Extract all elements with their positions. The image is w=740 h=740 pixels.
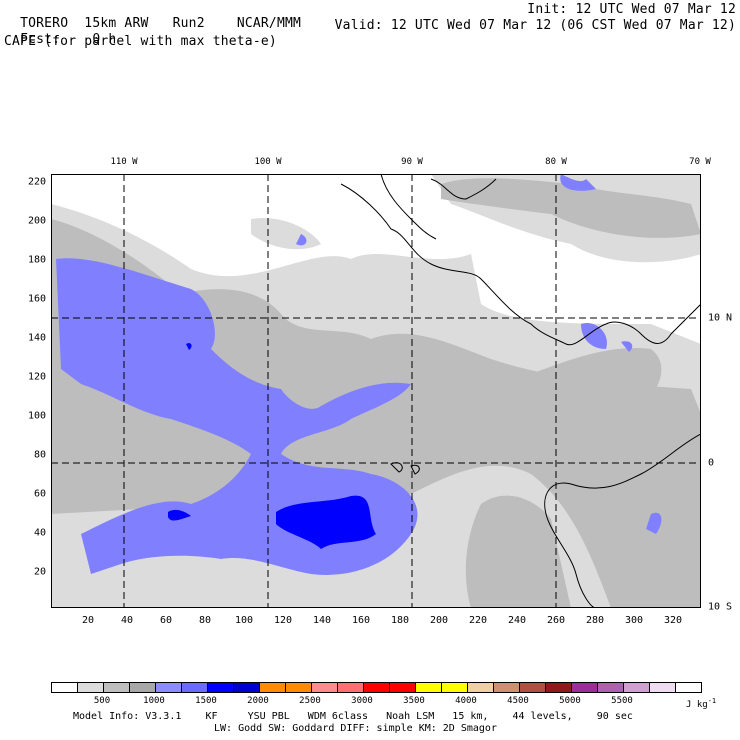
- colorbar-label-2500: 2500: [299, 696, 321, 706]
- x-tick-60: 60: [159, 615, 173, 626]
- colorbar-swatch: [468, 683, 494, 692]
- cape-shading-medium: [51, 178, 701, 608]
- x-tick-120: 120: [273, 615, 293, 626]
- y-tick-80: 80: [33, 449, 46, 461]
- x-tick-40: 40: [120, 615, 134, 626]
- colorbar-swatch: [182, 683, 208, 692]
- x-tick-80: 80: [198, 615, 212, 626]
- model-name: TORERO: [20, 16, 69, 31]
- colorbar-label-1000: 1000: [143, 696, 165, 706]
- colorbar-swatch: [156, 683, 182, 692]
- model-center: NCAR/MMM: [236, 16, 302, 31]
- y-tick-120: 120: [27, 371, 46, 383]
- colorbar-label-3500: 3500: [403, 696, 425, 706]
- model-info-line1: Model Info: V3.3.1 KF YSU PBL WDM 6class…: [73, 711, 633, 722]
- map-frame: [51, 174, 701, 608]
- colorbar-swatch: [104, 683, 130, 692]
- y-tick-40: 40: [33, 527, 46, 539]
- colorbar-label-5500: 5500: [611, 696, 633, 706]
- colorbar-units: J kg-1: [686, 697, 717, 710]
- colorbar-label-5000: 5000: [559, 696, 581, 706]
- init-time: Init: 12 UTC Wed 07 Mar 12: [527, 2, 736, 17]
- colorbar-swatch: [650, 683, 676, 692]
- x-tick-200: 200: [429, 615, 449, 626]
- lon-label-110w: 110 W: [110, 157, 138, 167]
- x-tick-260: 260: [546, 615, 566, 626]
- x-tick-140: 140: [312, 615, 332, 626]
- colorbar-label-2000: 2000: [247, 696, 269, 706]
- model-info-line2: LW: Godd SW: Goddard DIFF: simple KM: 2D…: [214, 723, 497, 734]
- colorbar-swatch: [286, 683, 312, 692]
- colorbar-swatch: [598, 683, 624, 692]
- valid-time: Valid: 12 UTC Wed 07 Mar 12 (06 CST Wed …: [334, 18, 736, 33]
- lon-label-80w: 80 W: [545, 157, 567, 167]
- colorbar-swatch: [52, 683, 78, 692]
- colorbar-swatch: [260, 683, 286, 692]
- colorbar-swatch: [520, 683, 546, 692]
- colorbar-label-4000: 4000: [455, 696, 477, 706]
- x-tick-280: 280: [585, 615, 605, 626]
- colorbar-label-1500: 1500: [195, 696, 217, 706]
- lat-label-0: 0: [708, 457, 715, 469]
- cape-map: [51, 174, 701, 608]
- lat-label-10s: 10 S: [708, 601, 733, 613]
- forecast-hour: 0 h: [92, 32, 117, 47]
- y-tick-140: 140: [27, 332, 46, 344]
- y-tick-180: 180: [27, 254, 46, 266]
- colorbar-swatch: [624, 683, 650, 692]
- colorbar-swatch: [364, 683, 390, 692]
- colorbar-swatch: [572, 683, 598, 692]
- y-tick-200: 200: [27, 215, 46, 227]
- colorbar-swatch: [442, 683, 468, 692]
- coastlines: [340, 174, 701, 608]
- x-tick-100: 100: [234, 615, 254, 626]
- colorbar-label-4500: 4500: [507, 696, 529, 706]
- colorbar-swatch: [78, 683, 104, 692]
- x-tick-320: 320: [663, 615, 683, 626]
- colorbar-swatch: [208, 683, 234, 692]
- colorbar-swatch: [338, 683, 364, 692]
- colorbar-swatch: [494, 683, 520, 692]
- forecast-label: Fcst:: [20, 32, 61, 47]
- cape-shading-blue: [56, 174, 662, 575]
- colorbar-swatch: [676, 683, 701, 692]
- x-tick-180: 180: [390, 615, 410, 626]
- x-tick-220: 220: [468, 615, 488, 626]
- x-tick-160: 160: [351, 615, 371, 626]
- model-resolution: 15km ARW: [84, 16, 149, 31]
- colorbar-label-500: 500: [93, 696, 111, 706]
- colorbar-swatch: [234, 683, 260, 692]
- x-tick-300: 300: [624, 615, 644, 626]
- y-tick-220: 220: [27, 176, 46, 188]
- y-tick-60: 60: [33, 488, 46, 500]
- cape-colorbar: [51, 682, 702, 693]
- cape-shading-darkblue: [168, 343, 376, 549]
- colorbar-swatch: [390, 683, 416, 692]
- colorbar-swatch: [312, 683, 338, 692]
- model-run: Run2: [172, 16, 205, 31]
- lon-label-90w: 90 W: [401, 157, 423, 167]
- lon-label-100w: 100 W: [254, 157, 282, 167]
- y-tick-20: 20: [33, 566, 46, 578]
- colorbar-label-3000: 3000: [351, 696, 373, 706]
- x-tick-20: 20: [81, 615, 95, 626]
- y-tick-160: 160: [27, 293, 46, 305]
- lat-label-10n: 10 N: [708, 312, 733, 324]
- graticule: [51, 174, 701, 608]
- colorbar-swatch: [130, 683, 156, 692]
- field-title: CAPE (for parcel with max theta-e): [4, 34, 277, 49]
- x-tick-240: 240: [507, 615, 527, 626]
- colorbar-swatch: [416, 683, 442, 692]
- colorbar-swatch: [546, 683, 572, 692]
- y-tick-100: 100: [27, 410, 46, 422]
- lon-label-70w: 70 W: [689, 157, 711, 167]
